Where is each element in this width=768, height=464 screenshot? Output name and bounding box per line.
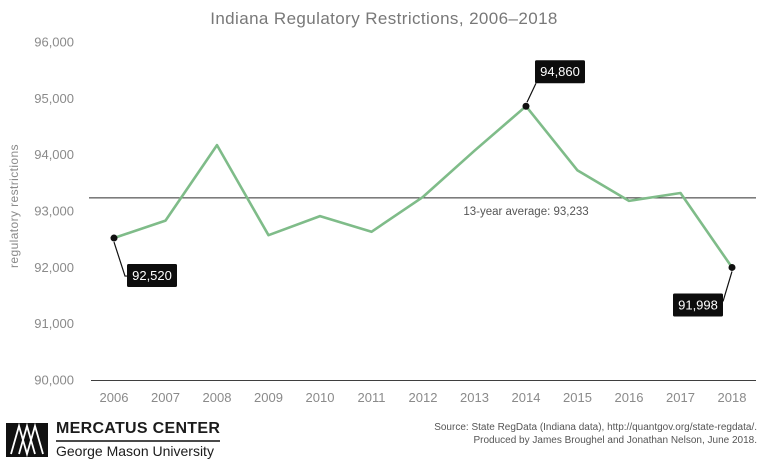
callout-label-box: [127, 264, 177, 288]
x-tick-label: 2008: [203, 390, 232, 405]
x-tick-label: 2015: [563, 390, 592, 405]
chart-title: Indiana Regulatory Restrictions, 2006–20…: [210, 9, 558, 28]
y-tick-label: 91,000: [34, 316, 74, 331]
mercatus-m-logo-icon: [6, 422, 48, 457]
data-point-marker: [728, 263, 736, 271]
org-name: MERCATUS CENTER: [56, 420, 221, 437]
x-tick-label: 2018: [718, 390, 747, 405]
x-tick-label: 2017: [666, 390, 695, 405]
x-tick-label: 2016: [615, 390, 644, 405]
source-line-2: Produced by James Broughel and Jonathan …: [473, 435, 757, 446]
x-tick-label: 2006: [100, 390, 129, 405]
y-tick-label: 96,000: [34, 35, 74, 50]
logo-divider: [56, 440, 221, 442]
y-tick-label: 90,000: [34, 373, 74, 388]
x-tick-label: 2007: [151, 390, 180, 405]
x-tick-label: 2014: [512, 390, 541, 405]
x-tick-label: 2013: [460, 390, 489, 405]
callout-label-box: [535, 60, 585, 84]
callout-label-text: 92,520: [132, 268, 172, 283]
callout-leader-line: [113, 241, 127, 277]
y-tick-label: 95,000: [34, 91, 74, 106]
average-line-label: 13-year average: 93,233: [463, 206, 588, 218]
y-tick-label: 93,000: [34, 204, 74, 219]
callout-leader-line: [526, 82, 537, 103]
callout-label-text: 91,998: [678, 297, 718, 312]
callout-label-text: 94,860: [540, 64, 580, 79]
x-tick-label: 2010: [306, 390, 335, 405]
source-note: Source: State RegData (Indiana data), ht…: [434, 421, 757, 447]
callout-leader-line: [722, 271, 733, 302]
data-point-marker: [522, 102, 530, 110]
source-line-1: Source: State RegData (Indiana data), ht…: [434, 422, 757, 433]
x-tick-label: 2012: [409, 390, 438, 405]
x-tick-label: 2009: [254, 390, 283, 405]
y-tick-label: 94,000: [34, 147, 74, 162]
data-line: [112, 104, 734, 269]
logo-text-block: MERCATUS CENTER George Mason University: [56, 420, 221, 459]
org-subtitle: George Mason University: [56, 443, 214, 459]
x-tick-label: 2011: [358, 390, 386, 405]
data-point-marker: [110, 234, 118, 242]
callout-label-box: [673, 293, 723, 317]
y-tick-label: 92,000: [34, 260, 74, 275]
mercatus-logo-block: MERCATUS CENTER George Mason University: [6, 420, 221, 459]
